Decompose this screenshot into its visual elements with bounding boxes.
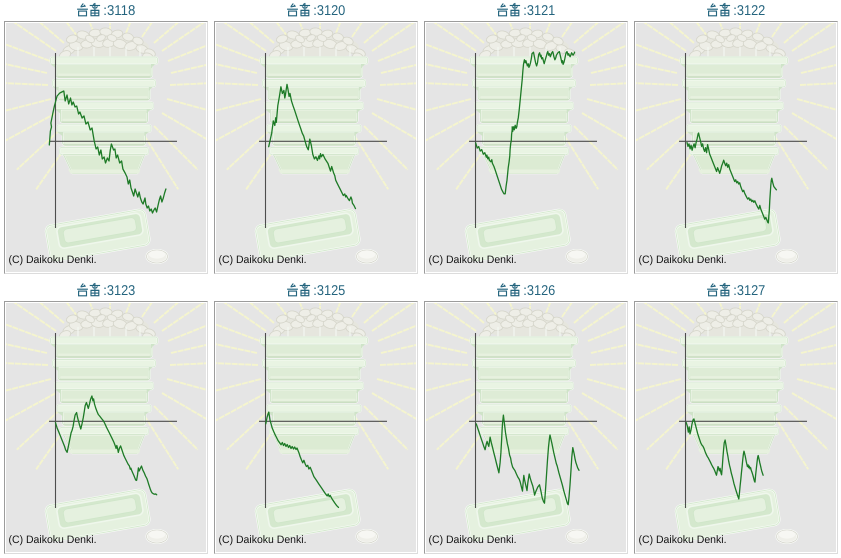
svg-text:(C) Daikoku Denki.: (C) Daikoku Denki. xyxy=(9,534,97,546)
svg-text::3121: :3121 xyxy=(523,3,555,19)
svg-text::3118: :3118 xyxy=(103,3,135,19)
svg-text:(C) Daikoku Denki.: (C) Daikoku Denki. xyxy=(639,534,727,546)
svg-text::3122: :3122 xyxy=(733,3,765,19)
svg-text::3123: :3123 xyxy=(103,283,135,299)
svg-text::3120: :3120 xyxy=(313,3,345,19)
svg-text:(C) Daikoku Denki.: (C) Daikoku Denki. xyxy=(429,534,517,546)
svg-text:(C) Daikoku Denki.: (C) Daikoku Denki. xyxy=(429,254,517,266)
svg-text:(C) Daikoku Denki.: (C) Daikoku Denki. xyxy=(219,534,307,546)
svg-text::3126: :3126 xyxy=(523,283,555,299)
svg-text:(C) Daikoku Denki.: (C) Daikoku Denki. xyxy=(9,254,97,266)
svg-text::3127: :3127 xyxy=(733,283,765,299)
svg-text::3125: :3125 xyxy=(313,283,345,299)
svg-text:(C) Daikoku Denki.: (C) Daikoku Denki. xyxy=(219,254,307,266)
svg-text:(C) Daikoku Denki.: (C) Daikoku Denki. xyxy=(639,254,727,266)
